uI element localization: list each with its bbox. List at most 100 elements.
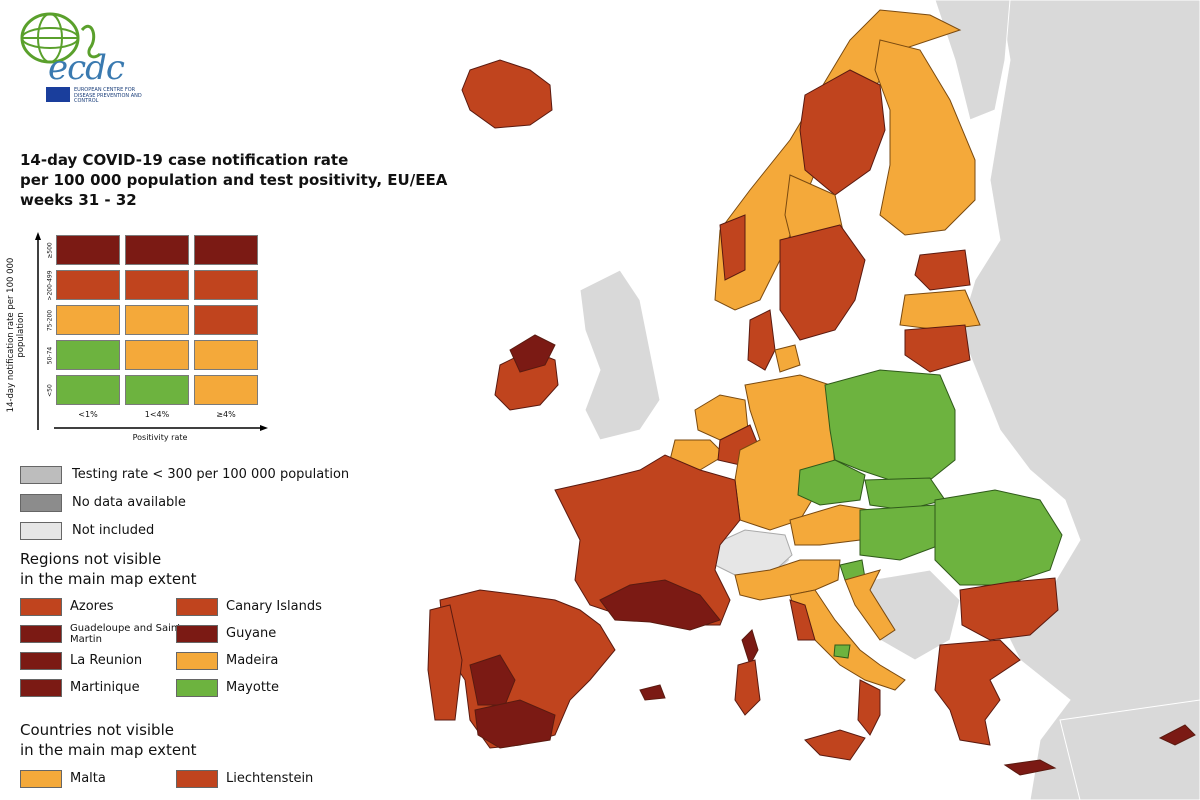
matrix-cell bbox=[125, 235, 189, 265]
region-norway-west bbox=[719, 214, 746, 281]
region-label: Mayotte bbox=[226, 680, 280, 695]
region-italy-red bbox=[789, 599, 816, 641]
ecdc-subtitle: EUROPEAN CENTRE FOR DISEASE PREVENTION A… bbox=[74, 87, 142, 104]
country-swatch bbox=[176, 770, 218, 788]
not-included-label: Not included bbox=[72, 523, 155, 538]
matrix-cell bbox=[194, 270, 258, 300]
region-balearic bbox=[639, 684, 666, 701]
region-croatia bbox=[844, 569, 896, 641]
not-included-region bbox=[711, 529, 793, 576]
matrix-cell bbox=[125, 270, 189, 300]
countries-heading-line-2: in the main map extent bbox=[20, 741, 197, 759]
risk-matrix bbox=[56, 235, 260, 407]
countries-heading-line-1: Countries not visible bbox=[20, 721, 174, 739]
region-estonia bbox=[914, 249, 971, 291]
matrix-cell bbox=[125, 305, 189, 335]
region-latvia bbox=[899, 289, 981, 331]
region-slovakia bbox=[864, 477, 946, 511]
region-italy-south bbox=[857, 679, 881, 736]
region-swatch bbox=[176, 679, 218, 697]
title-line-3: weeks 31 - 32 bbox=[20, 191, 137, 209]
region-swatch bbox=[20, 625, 62, 643]
country-label: Liechtenstein bbox=[226, 771, 314, 786]
region-label: Guadeloupe and Saint Martin bbox=[70, 623, 182, 645]
region-label: Martinique bbox=[70, 680, 140, 695]
col-label-2: 1<4% bbox=[144, 410, 170, 419]
row-label: <50 bbox=[46, 384, 54, 397]
region-portugal bbox=[427, 604, 463, 721]
ecdc-wordmark: ecdc bbox=[48, 48, 125, 88]
ecdc-logo bbox=[20, 8, 150, 108]
row-label: ≥500 bbox=[46, 242, 54, 259]
no-data-swatch bbox=[20, 494, 62, 512]
eu-flag-icon bbox=[46, 87, 70, 102]
matrix-x-axis-label: Positivity rate bbox=[132, 433, 188, 442]
title-line-2: per 100 000 population and test positivi… bbox=[20, 171, 448, 189]
region-bulgaria bbox=[959, 577, 1059, 641]
region-label: Guyane bbox=[226, 626, 277, 641]
col-label-1: <1% bbox=[78, 410, 98, 419]
country-swatch bbox=[20, 770, 62, 788]
matrix-cell bbox=[56, 375, 120, 405]
countries-heading: Countries not visible in the main map ex… bbox=[20, 720, 197, 760]
regions-heading-line-2: in the main map extent bbox=[20, 570, 197, 588]
regions-heading-line-1: Regions not visible bbox=[20, 550, 162, 568]
country-label: Malta bbox=[70, 771, 106, 786]
region-czechia bbox=[797, 459, 866, 506]
region-france-south bbox=[599, 579, 721, 631]
region-finland bbox=[874, 39, 976, 236]
region-label: La Reunion bbox=[70, 653, 143, 668]
region-swatch bbox=[20, 679, 62, 697]
matrix-cell bbox=[194, 375, 258, 405]
region-iceland bbox=[461, 59, 553, 129]
region-hungary bbox=[859, 504, 941, 561]
region-poland bbox=[824, 369, 956, 481]
matrix-cell bbox=[56, 235, 120, 265]
region-corsica bbox=[741, 629, 759, 667]
region-swatch bbox=[176, 652, 218, 670]
region-andalusia bbox=[474, 699, 556, 749]
matrix-axes bbox=[35, 232, 268, 431]
region-northern-ireland bbox=[509, 334, 556, 373]
region-greece bbox=[934, 639, 1021, 746]
no-data-label: No data available bbox=[72, 495, 186, 510]
matrix-cell bbox=[125, 340, 189, 370]
col-label-3: ≥4% bbox=[216, 410, 236, 419]
matrix-cell bbox=[56, 340, 120, 370]
testing-rate-label: Testing rate < 300 per 100 000 populatio… bbox=[72, 467, 350, 482]
row-label: 75-200 bbox=[46, 309, 54, 332]
region-sardinia bbox=[734, 659, 761, 716]
region-cyprus bbox=[1158, 724, 1196, 746]
row-label: >200-499 bbox=[46, 270, 54, 301]
matrix-cell bbox=[56, 270, 120, 300]
region-lithuania bbox=[904, 324, 971, 373]
title-line-1: 14-day COVID-19 case notification rate bbox=[20, 151, 349, 169]
matrix-cell bbox=[194, 305, 258, 335]
region-swatch bbox=[176, 625, 218, 643]
region-norway bbox=[714, 9, 962, 311]
region-france bbox=[554, 454, 741, 626]
non-eu-land bbox=[519, 0, 1200, 800]
region-italy-green bbox=[833, 644, 851, 659]
region-sweden-south bbox=[779, 224, 866, 341]
matrix-cell bbox=[194, 340, 258, 370]
region-swatch bbox=[20, 652, 62, 670]
not-included-swatch bbox=[20, 522, 62, 540]
region-swatch bbox=[20, 598, 62, 616]
region-crete bbox=[1003, 759, 1057, 776]
region-spain-central bbox=[469, 654, 516, 706]
region-swatch bbox=[176, 598, 218, 616]
region-denmark bbox=[747, 309, 776, 371]
region-romania bbox=[934, 489, 1063, 586]
matrix-cell bbox=[56, 305, 120, 335]
matrix-y-axis-label: 14-day notification rate per 100 000 pop… bbox=[6, 257, 26, 413]
region-label: Canary Islands bbox=[226, 599, 322, 614]
region-sicily bbox=[804, 729, 866, 761]
row-label: 50-74 bbox=[46, 346, 54, 365]
regions-heading: Regions not visible in the main map exte… bbox=[20, 549, 197, 589]
globe-icon bbox=[20, 12, 102, 64]
region-germany bbox=[734, 374, 836, 531]
matrix-cell bbox=[194, 235, 258, 265]
region-label: Madeira bbox=[226, 653, 279, 668]
